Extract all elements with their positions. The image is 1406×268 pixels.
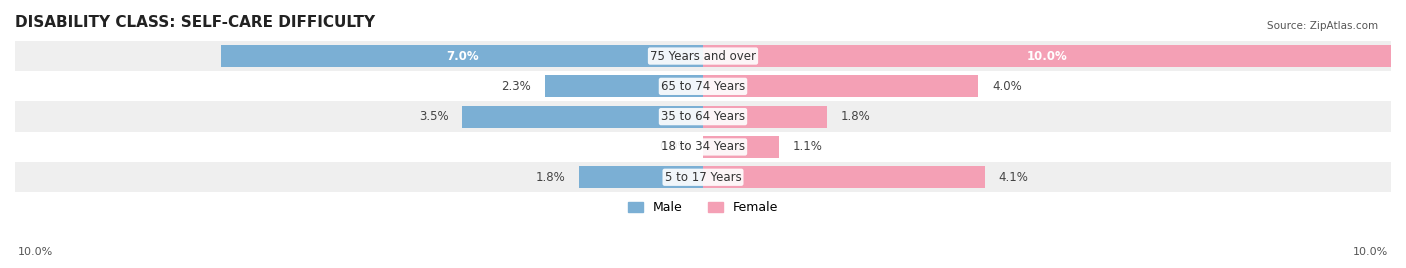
Bar [579,166,703,188]
Bar [703,75,979,97]
Bar [544,75,703,97]
Text: 1.1%: 1.1% [793,140,823,154]
Bar [15,41,1391,71]
Bar [703,136,779,158]
Text: 1.8%: 1.8% [536,171,565,184]
Text: 10.0%: 10.0% [18,247,53,257]
Text: 4.0%: 4.0% [993,80,1022,93]
Bar [221,45,703,67]
Text: DISABILITY CLASS: SELF-CARE DIFFICULTY: DISABILITY CLASS: SELF-CARE DIFFICULTY [15,15,375,30]
Legend: Male, Female: Male, Female [623,196,783,219]
Text: 4.1%: 4.1% [998,171,1029,184]
Text: Source: ZipAtlas.com: Source: ZipAtlas.com [1267,21,1378,31]
Text: 35 to 64 Years: 35 to 64 Years [661,110,745,123]
Text: 3.5%: 3.5% [419,110,449,123]
Bar [15,162,1391,192]
Text: 10.0%: 10.0% [1353,247,1388,257]
Text: 65 to 74 Years: 65 to 74 Years [661,80,745,93]
Bar [703,166,986,188]
Bar [15,71,1391,102]
Text: 18 to 34 Years: 18 to 34 Years [661,140,745,154]
Text: 1.8%: 1.8% [841,110,870,123]
Bar [15,132,1391,162]
Bar [703,106,827,128]
Text: 0.0%: 0.0% [659,140,689,154]
Bar [463,106,703,128]
Text: 7.0%: 7.0% [446,50,478,62]
Text: 5 to 17 Years: 5 to 17 Years [665,171,741,184]
Bar [703,45,1391,67]
Text: 2.3%: 2.3% [502,80,531,93]
Text: 10.0%: 10.0% [1026,50,1067,62]
Bar [15,102,1391,132]
Text: 75 Years and over: 75 Years and over [650,50,756,62]
